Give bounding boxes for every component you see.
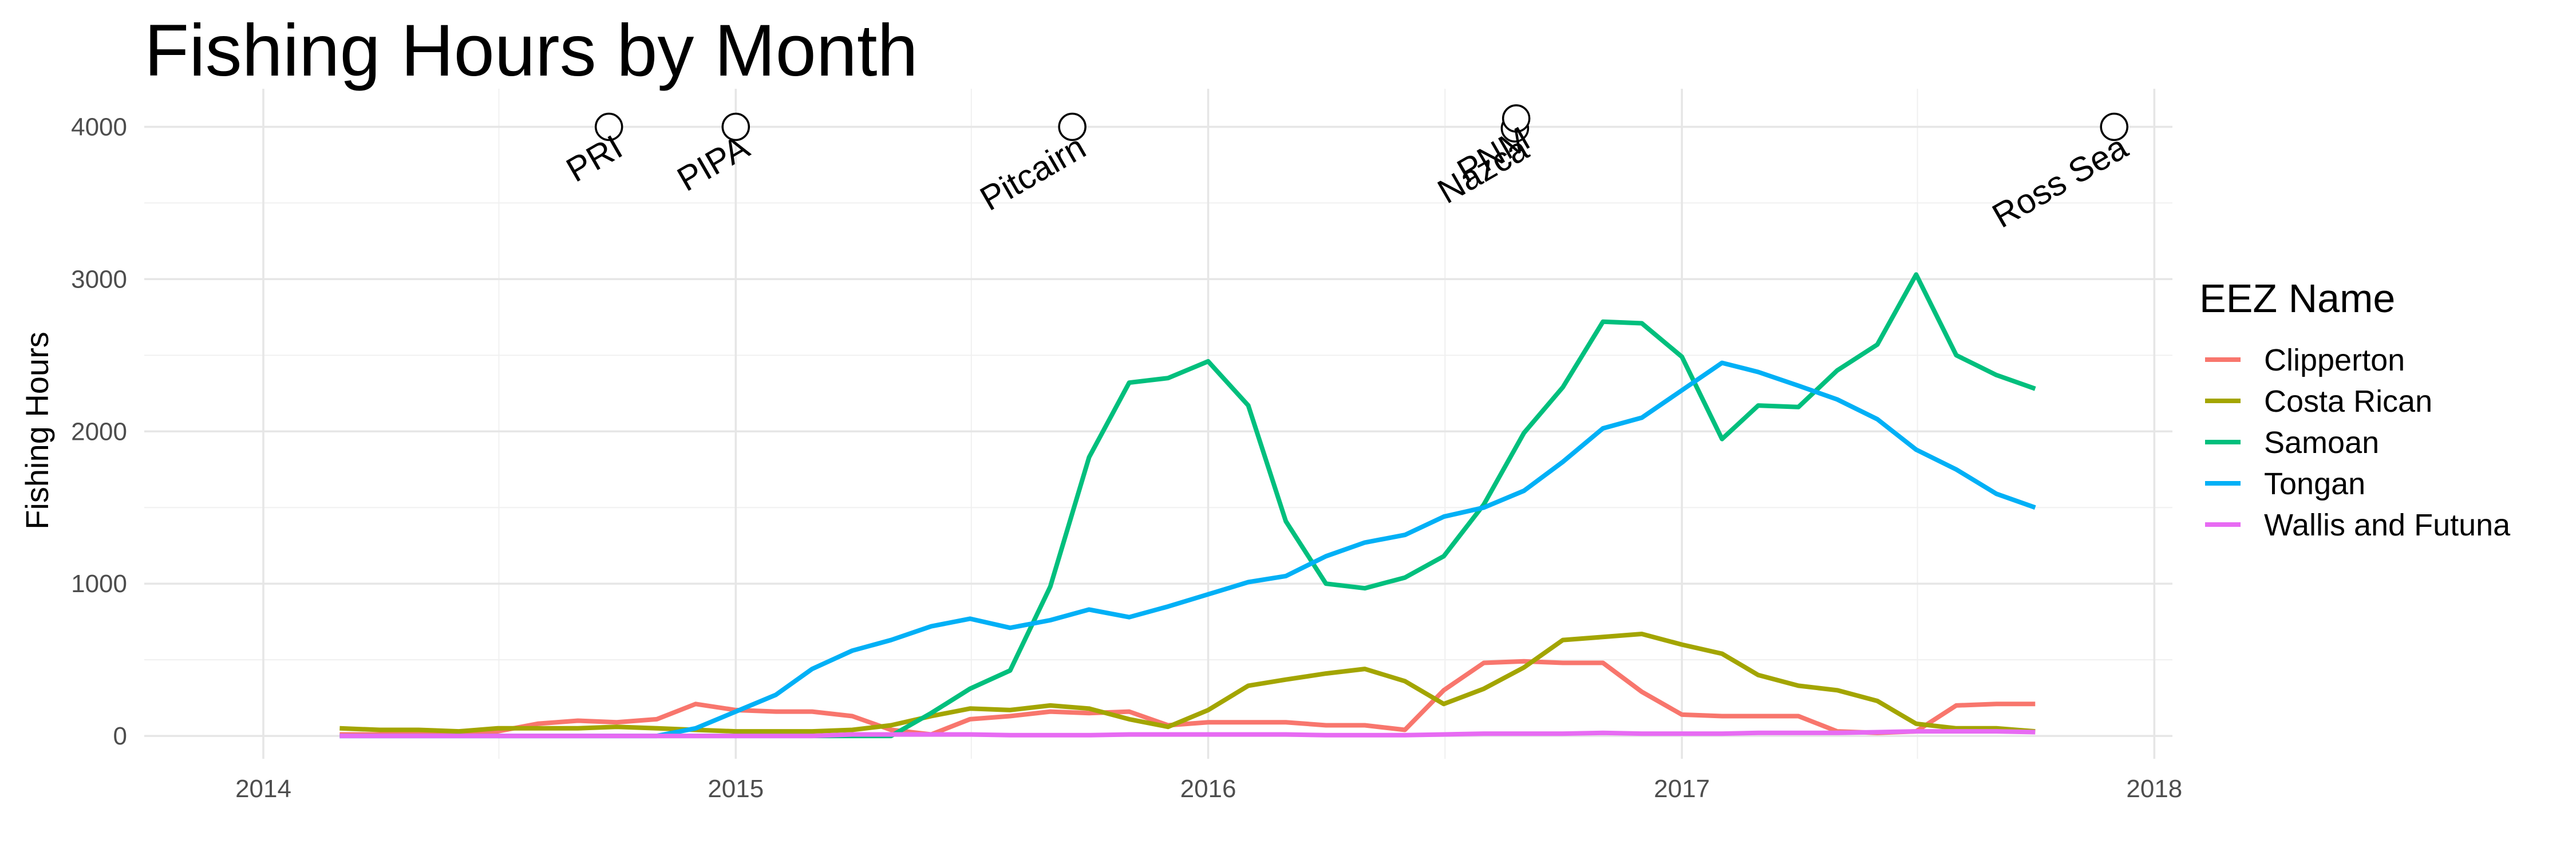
annotation-marker-pnm xyxy=(1502,104,1531,133)
y-tick-label: 0 xyxy=(113,722,127,750)
y-tick-label: 3000 xyxy=(71,265,127,293)
series-line-wallis-and-futuna xyxy=(339,729,2036,739)
x-tick-label: 2015 xyxy=(708,775,764,803)
annotation-marker-pitcairn xyxy=(1058,112,1086,141)
chart-title: Fishing Hours by Month xyxy=(144,10,918,92)
annotation-label-ross-sea: Ross Sea xyxy=(1986,127,2134,235)
series-line-clipperton xyxy=(339,659,2036,737)
legend-label-clipperton: Clipperton xyxy=(2264,343,2405,377)
legend: Clipperton Costa Rican Samoan Tongan Wallis … xyxy=(2205,343,2511,542)
x-tick-label: 2014 xyxy=(235,775,291,803)
legend-label-wallis-and-futuna: Wallis and Futuna xyxy=(2264,508,2511,542)
x-tick-label: 2016 xyxy=(1180,775,1236,803)
series-line-samoan xyxy=(339,272,2036,739)
annotation-marker-ross-sea xyxy=(2100,112,2129,141)
x-tick-label: 2018 xyxy=(2126,775,2182,803)
y-tick-label: 2000 xyxy=(71,417,127,446)
x-tick-label: 2017 xyxy=(1654,775,1710,803)
series-line-costa-rican xyxy=(339,632,2036,734)
annotation-label-pitcairn: Pitcairn xyxy=(974,128,1092,218)
legend-title: EEZ Name xyxy=(2199,276,2395,321)
y-axis-title: Fishing Hours xyxy=(19,332,55,529)
legend-label-costa-rican: Costa Rican xyxy=(2264,384,2432,419)
y-tick-label: 4000 xyxy=(71,113,127,141)
annotation-marker-pipa xyxy=(721,112,750,141)
y-tick-label: 1000 xyxy=(71,570,127,598)
legend-label-samoan: Samoan xyxy=(2264,425,2379,460)
legend-label-tongan: Tongan xyxy=(2264,467,2365,501)
annotation-marker-pri xyxy=(594,112,623,141)
grid-layer xyxy=(144,89,2172,759)
axis-label-layer: 2014 2015 2016 2017 2018 0 1000 2000 3000 4000 xyxy=(71,113,2182,803)
series-layer xyxy=(339,272,2036,739)
